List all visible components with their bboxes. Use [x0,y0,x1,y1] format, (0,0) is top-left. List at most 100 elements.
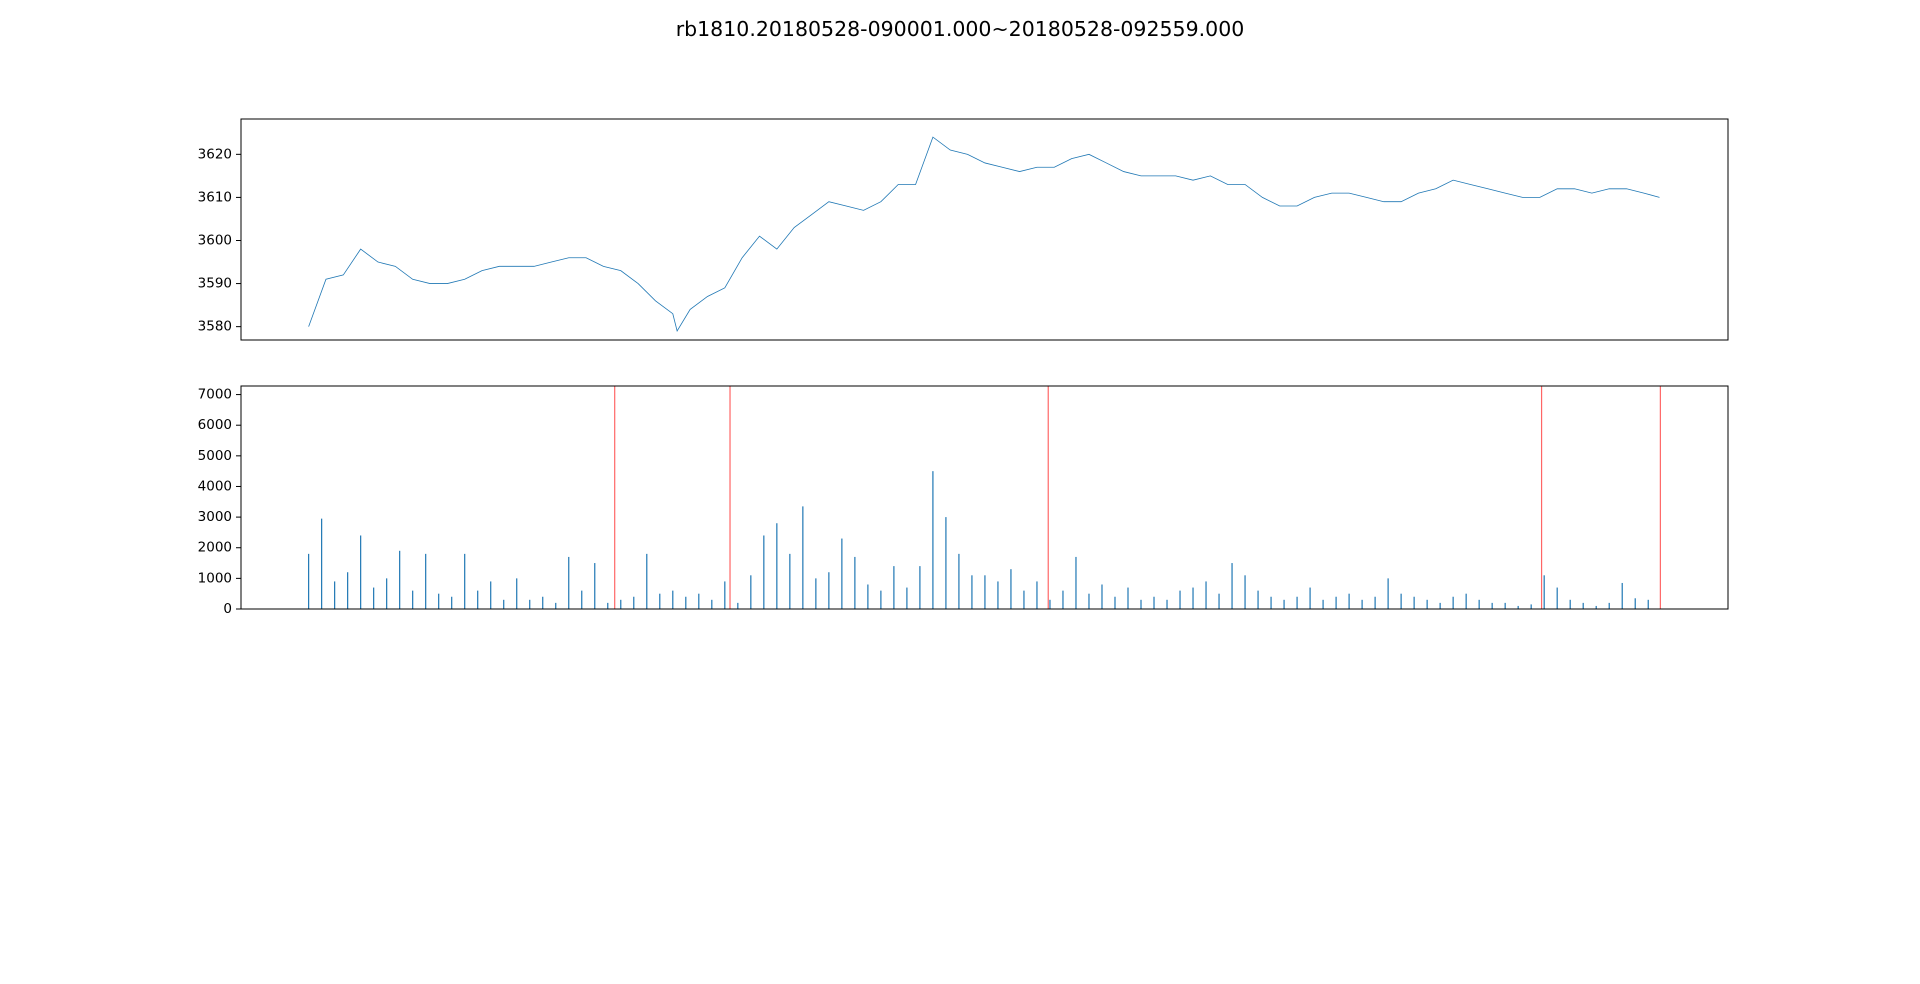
volume-bar [1426,599,1428,609]
volume-bar [997,581,999,609]
volume-bar [776,523,778,609]
volume-bar [1257,590,1259,609]
volume-bar [321,518,323,609]
volume-bar [958,553,960,609]
volume-bar [1543,575,1545,609]
volume-bar [919,566,921,609]
y-tick-label: 3000 [198,509,232,525]
volume-bar [880,590,882,609]
volume-bar [1153,596,1155,609]
volume-bar [789,553,791,609]
volume-bar [815,578,817,609]
volume-bar [425,553,427,609]
volume-bar [1413,596,1415,609]
volume-bar [1270,596,1272,609]
volume-bar [1556,587,1558,609]
volume-bar [906,587,908,609]
volume-bar [1114,596,1116,609]
volume-bar [1387,578,1389,609]
volume-bar [1634,598,1636,609]
volume-bar [347,572,349,609]
volume-bar [763,535,765,609]
volume-bar [659,593,661,609]
volume-bar [1309,587,1311,609]
volume-bar [1023,590,1025,609]
volume-bar [1101,584,1103,609]
volume-bar [399,550,401,609]
volume-bar [1179,590,1181,609]
volume-bar [464,553,466,609]
volume-bar [1244,575,1246,609]
y-tick-label: 2000 [198,540,232,556]
price-line [308,136,1660,332]
volume-bar [1439,602,1441,609]
y-tick-label: 3600 [198,232,232,248]
volume-bar [854,556,856,609]
volume-bar [1062,590,1064,609]
volume-bar [1530,604,1532,609]
volume-bar [698,593,700,609]
volume-bar [1205,581,1207,609]
volume-bar [1491,602,1493,609]
volume-bar [1400,593,1402,609]
volume-bar [1140,599,1142,609]
axes-frame [240,385,1729,610]
y-tick-label: 3590 [198,276,232,292]
volume-bar [1452,596,1454,609]
volume-bar [386,578,388,609]
volume-bar [308,553,310,609]
axes-frame [240,118,1729,341]
volume-bar [1296,596,1298,609]
volume-bar [1621,582,1623,609]
volume-bar [1283,599,1285,609]
volume-bar [620,599,622,609]
volume-bar [1231,563,1233,609]
volume-bar [1335,596,1337,609]
volume-bar [1595,605,1597,609]
volume-bar [1582,602,1584,609]
volume-bar [334,581,336,609]
volume-bar [737,602,739,609]
volume-bar [1361,599,1363,609]
y-tick-label: 4000 [198,478,232,494]
volume-bar [685,596,687,609]
volume-bar [1036,581,1038,609]
volume-bar [1010,569,1012,609]
figure-title: rb1810.20180528-090001.000~20180528-0925… [676,17,1245,41]
volume-bar [893,566,895,609]
volume-bar [477,590,479,609]
volume-bar [984,575,986,609]
volume-bar [724,581,726,609]
volume-bar [646,553,648,609]
y-tick-label: 0 [223,601,232,617]
volume-bar [1647,599,1649,609]
volume-bar [542,596,544,609]
volume-bar [490,581,492,609]
volume-bar [1465,593,1467,609]
volume-bar [503,599,505,609]
volume-bar [711,599,713,609]
volume-bar [1504,602,1506,609]
y-tick-label: 7000 [198,387,232,403]
volume-bar [932,471,934,609]
volume-bar [581,590,583,609]
volume-bar [529,599,531,609]
volume-bar [1166,599,1168,609]
y-tick-label: 3620 [198,146,232,162]
volume-bar [1348,593,1350,609]
volume-bar [438,593,440,609]
volume-bar [1088,593,1090,609]
volume-bar [360,535,362,609]
volume-bar [1517,605,1519,609]
volume-bar [1127,587,1129,609]
volume-bar [1218,593,1220,609]
volume-bar [750,575,752,609]
volume-bar [555,602,557,609]
volume-bar [1049,599,1051,609]
volume-bar [971,575,973,609]
volume-bar [841,538,843,609]
y-tick-label: 3610 [198,189,232,205]
volume-bar [568,556,570,609]
volume-bar [672,590,674,609]
